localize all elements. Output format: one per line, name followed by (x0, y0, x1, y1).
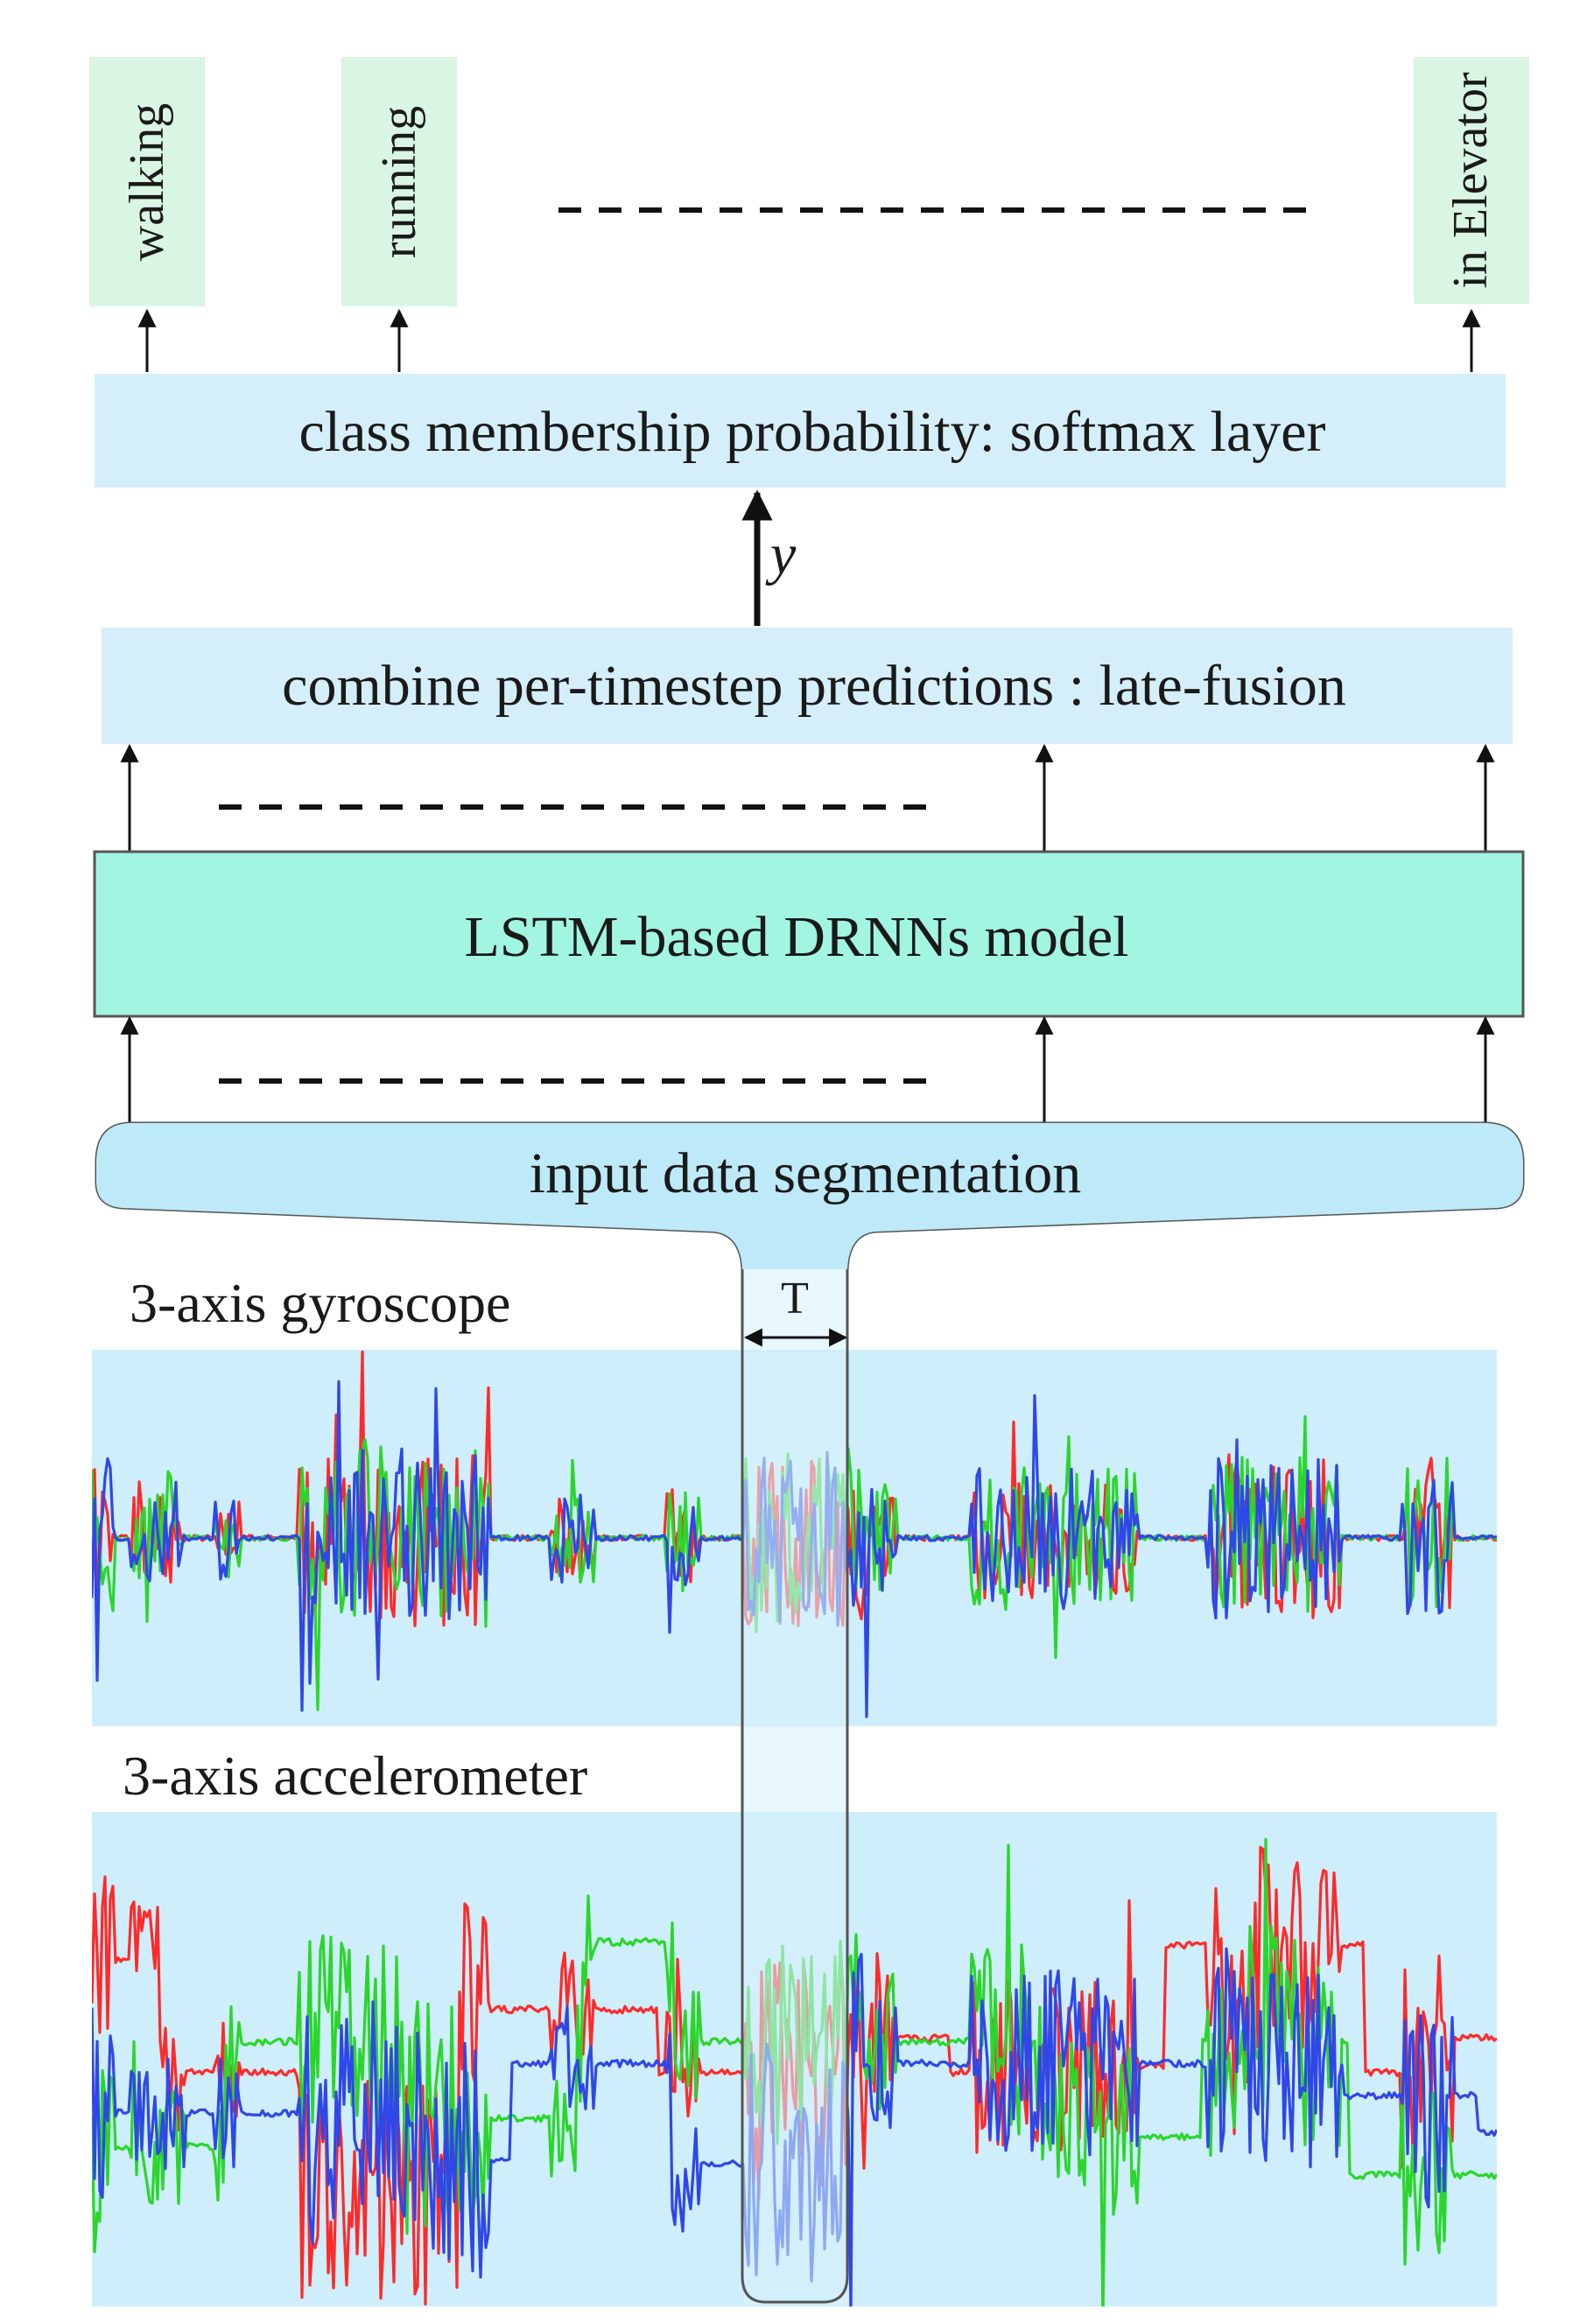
gyroscope-title: 3-axis gyroscope (130, 1272, 510, 1334)
lstm-model-label: LSTM-based DRNNs model (465, 905, 1129, 969)
class-label: in Elevator (1443, 72, 1498, 289)
class-label: walking (120, 103, 174, 261)
class-walking: walking (89, 57, 205, 306)
signal-trace-z-axis (92, 1380, 1497, 1718)
window-highlight (744, 1352, 847, 1724)
segmentation-head-fill (96, 1123, 1523, 1269)
segmentation-label: input data segmentation (530, 1141, 1082, 1205)
gyroscope-signals (92, 1350, 1497, 1718)
signal-trace-z-axis (92, 1947, 1497, 2306)
y-symbol: y (765, 523, 797, 586)
window-width-label: T (781, 1274, 809, 1323)
class-in-elevator: in Elevator (1414, 57, 1529, 304)
late-fusion-box (102, 628, 1513, 744)
accelerometer-title: 3-axis accelerometer (123, 1745, 587, 1807)
softmax-layer-box (95, 374, 1506, 488)
class-box (341, 57, 457, 306)
late-fusion-label: combine per-timestep predictions : late-… (282, 654, 1346, 718)
signal-trace-y-axis (92, 1415, 1497, 1711)
class-running: running (341, 57, 457, 306)
class-box (1414, 57, 1529, 304)
window-highlight (744, 1814, 847, 2304)
class-label: running (372, 106, 426, 258)
lstm-model-box (93, 850, 1525, 1018)
accelerometer-signals (92, 1837, 1497, 2306)
class-box (89, 57, 205, 306)
softmax-layer-label: class membership probability: softmax la… (298, 400, 1325, 464)
window-highlight (744, 1729, 847, 1812)
